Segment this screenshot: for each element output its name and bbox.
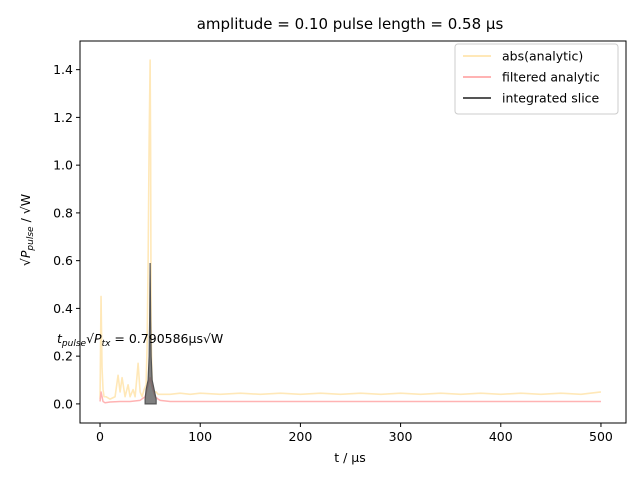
y-tick-label: 0.2 [53, 349, 73, 364]
legend-label: filtered analytic [502, 70, 600, 85]
x-tick-label: 400 [489, 429, 513, 444]
y-axis-label-p: P [18, 250, 33, 258]
legend-label: abs(analytic) [502, 49, 583, 64]
x-tick-label: 200 [288, 429, 312, 444]
x-tick-label: 100 [188, 429, 212, 444]
series-area [144, 263, 157, 405]
y-tick-label: 1.0 [53, 158, 73, 173]
series-group [99, 59, 602, 405]
annotation-sqrt: √ [86, 331, 94, 346]
y-axis-label: √Ppulse / √W [18, 194, 36, 266]
annotation-text: tpulse√Ptx = 0.790586µs√W [57, 331, 223, 349]
y-axis: 0.0 0.2 0.4 0.6 0.8 1.0 1.2 1.4 [53, 62, 80, 411]
x-tick-label: 500 [589, 429, 613, 444]
y-axis-label-unit: / √W [18, 194, 33, 226]
legend-box [454, 43, 619, 115]
y-tick-label: 0.6 [53, 253, 73, 268]
y-axis-label-text: √Ppulse / √W [18, 194, 36, 266]
annotation-value: = 0.790586µs√W [110, 331, 223, 346]
legend-item: filtered analytic [463, 70, 600, 85]
annotation-p: P [94, 331, 102, 346]
y-tick-label: 0.0 [53, 396, 73, 411]
y-axis-label-sub: pulse [26, 226, 36, 252]
legend-label: integrated slice [502, 91, 600, 106]
x-axis: 0 100 200 300 400 500 [96, 423, 613, 444]
legend-item: abs(analytic) [463, 49, 583, 64]
series-integrated-slice [144, 263, 157, 405]
legend: abs(analytic) filtered analytic integrated… [454, 43, 619, 115]
y-tick-label: 1.4 [53, 62, 73, 77]
annotation-sub-pulse: pulse [61, 339, 87, 349]
x-tick-label: 300 [389, 429, 413, 444]
legend-item: integrated slice [463, 91, 600, 106]
plot-area [79, 40, 627, 424]
y-tick-label: 1.2 [53, 110, 73, 125]
chart-annotation: tpulse√Ptx = 0.790586µs√W [57, 331, 223, 349]
x-tick-label: 0 [96, 429, 104, 444]
plot-frame [79, 40, 627, 424]
y-tick-label: 0.8 [53, 205, 73, 220]
x-axis-label: t / µs [334, 450, 366, 465]
annotation-sub-tx: tx [102, 339, 112, 349]
chart-title: amplitude = 0.10 pulse length = 0.58 µs [197, 15, 504, 33]
annotation-t: t [57, 331, 63, 346]
y-axis-label-sqrt: √ [18, 258, 33, 266]
y-tick-label: 0.4 [53, 301, 73, 316]
